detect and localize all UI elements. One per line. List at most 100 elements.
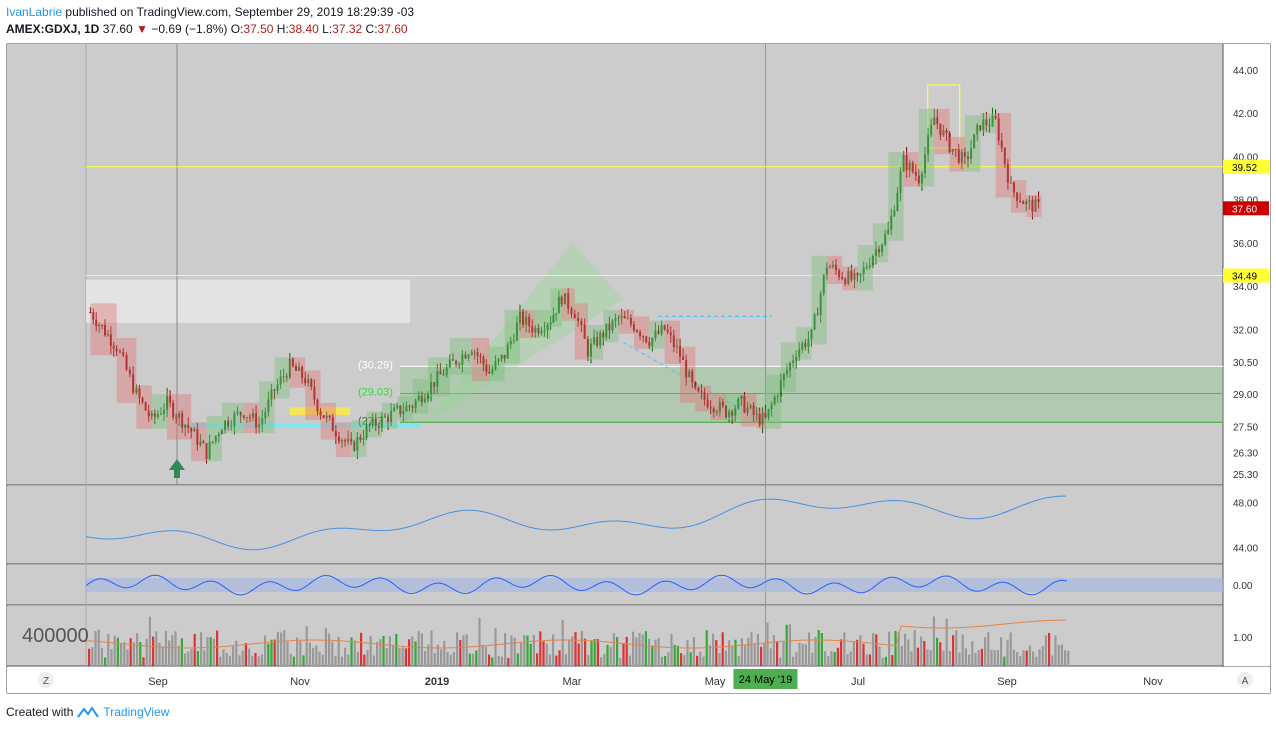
volume-bar: [1067, 650, 1070, 666]
volume-bar: [478, 617, 481, 666]
volume-bar: [123, 642, 126, 666]
candle-body: [614, 318, 617, 321]
candle-body: [878, 249, 881, 253]
weekly-box: [471, 338, 490, 382]
candle-body: [377, 426, 380, 428]
volume-bar: [1064, 650, 1067, 666]
volume-bar: [740, 638, 743, 666]
zoom-button[interactable]: [38, 672, 54, 688]
volume-bar: [683, 655, 686, 666]
volume-bar: [219, 656, 222, 666]
volume-bar: [520, 642, 523, 666]
volume-bar: [299, 640, 302, 666]
volume-bar: [888, 631, 891, 666]
candle-body: [515, 322, 518, 341]
price-tick-label: 44.00: [1233, 66, 1258, 77]
candle-body: [728, 411, 731, 418]
weekly-box: [151, 394, 168, 429]
candle-body: [224, 420, 227, 430]
volume-bar: [187, 651, 190, 666]
volume-bar: [1019, 656, 1022, 666]
candle-body: [347, 438, 350, 442]
candle-body: [1019, 200, 1022, 202]
candle-body: [626, 318, 629, 320]
volume-bar: [395, 633, 398, 666]
volume-bar: [667, 652, 670, 666]
weekly-box: [618, 309, 634, 334]
time-tick-label: Jul: [851, 676, 865, 688]
volume-bar: [974, 653, 977, 666]
volume-bar: [500, 656, 503, 666]
volume-bar: [174, 631, 177, 666]
candle-body: [405, 405, 408, 412]
volume-bar: [1044, 635, 1047, 666]
candle-body: [166, 395, 169, 410]
weekly-box: [191, 422, 207, 462]
candle-body: [322, 415, 325, 418]
volume-bar: [331, 641, 334, 666]
volume-bar: [878, 646, 881, 666]
high-label: H:: [276, 22, 289, 36]
volume-bar: [545, 643, 548, 666]
volume-bar: [104, 657, 107, 666]
last-price-badge-label: 37.60: [1232, 204, 1257, 215]
volume-bar: [212, 638, 215, 666]
author-link[interactable]: IvanLabrie: [6, 5, 63, 19]
volume-bar: [334, 655, 337, 666]
candle-body: [731, 411, 734, 416]
volume-bar: [948, 651, 951, 666]
volume-bar: [1003, 656, 1006, 666]
price-tick-label: 26.30: [1233, 449, 1258, 460]
volume-bar: [952, 635, 955, 666]
candle-body: [1013, 182, 1016, 193]
volume-bar: [779, 657, 782, 666]
weekly-box: [427, 357, 450, 397]
candle-body: [642, 336, 645, 338]
volume-bar: [920, 636, 923, 666]
volume-bar: [100, 647, 103, 666]
candle-body: [945, 130, 948, 133]
candle-body: [482, 357, 485, 365]
down-arrow-icon: ▼: [136, 22, 148, 36]
volume-bar: [484, 646, 487, 666]
volume-bar: [856, 639, 859, 666]
volume-bar: [398, 648, 401, 666]
volume-bar: [465, 634, 468, 666]
candle-body: [960, 152, 963, 163]
volume-bar: [254, 652, 257, 666]
volume-bar: [548, 654, 551, 666]
volume-bar: [94, 631, 97, 666]
auto-scale-button[interactable]: [1237, 672, 1253, 688]
candle-body: [629, 318, 632, 325]
open-value: 37.50: [243, 22, 274, 36]
candle-body: [785, 370, 788, 375]
volume-bar: [315, 645, 318, 666]
candle-body: [841, 277, 844, 279]
candle-body: [288, 358, 291, 378]
volume-bar: [376, 641, 379, 666]
volume-bar: [1022, 650, 1025, 666]
candle-body: [632, 324, 635, 331]
candle-body: [199, 441, 202, 445]
volume-bar: [862, 643, 865, 666]
tradingview-brand-link[interactable]: TradingView: [103, 705, 170, 719]
candle-body: [509, 340, 512, 345]
weekly-box: [995, 113, 1011, 198]
volume-bar: [353, 640, 356, 666]
volume-bar: [923, 640, 926, 666]
volume-bar: [1054, 635, 1057, 666]
volume-bar: [388, 636, 391, 666]
volume-bar: [603, 653, 606, 666]
volume-bar: [875, 634, 878, 666]
candle-body: [115, 348, 118, 352]
candle-body: [779, 380, 782, 397]
candle-body: [804, 343, 807, 347]
candle-body: [95, 319, 98, 327]
candle-body: [1034, 199, 1037, 212]
candle-body: [850, 270, 853, 280]
candle-body: [125, 355, 128, 370]
candle-body: [245, 417, 248, 419]
candle-body: [396, 405, 399, 408]
volume-bar: [433, 653, 436, 666]
